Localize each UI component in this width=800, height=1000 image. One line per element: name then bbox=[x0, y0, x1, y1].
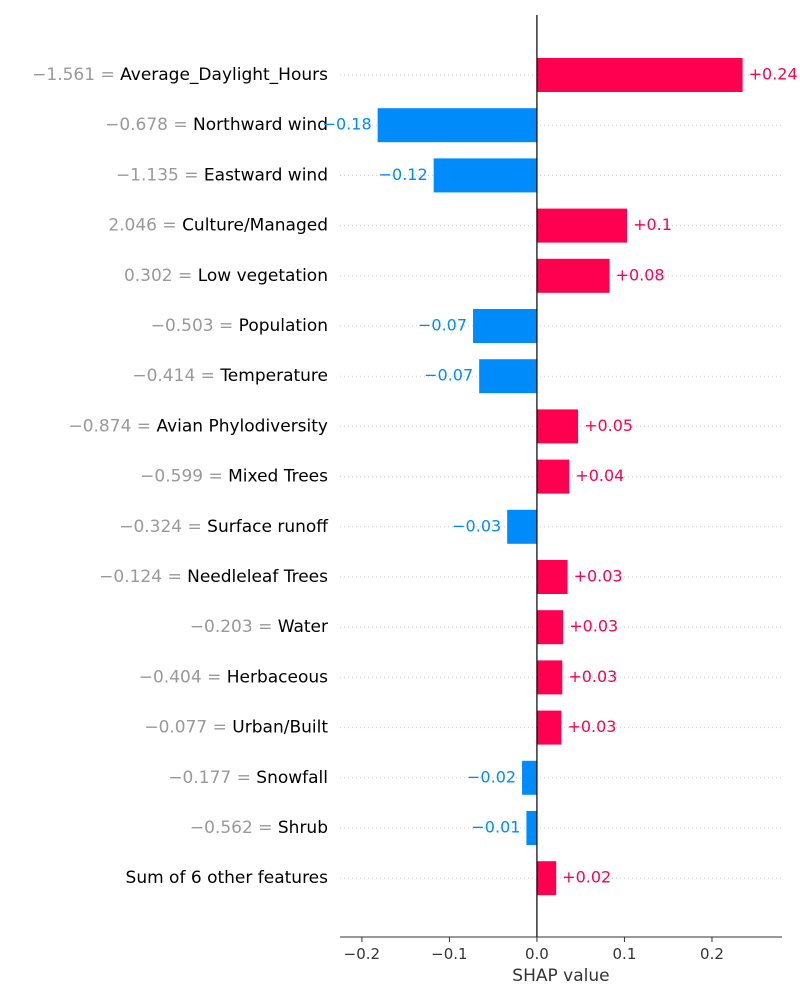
feature-label: −0.678 = Northward wind bbox=[105, 115, 328, 135]
feature-value: −0.324 = bbox=[119, 517, 207, 537]
feature-name: Mixed Trees bbox=[228, 467, 328, 487]
feature-name: Population bbox=[239, 316, 328, 336]
feature-value: −0.503 = bbox=[151, 316, 239, 336]
bar-value-label: −0.02 bbox=[467, 767, 516, 786]
feature-name: Average_Daylight_Hours bbox=[120, 65, 328, 85]
bar-value-label: +0.03 bbox=[568, 667, 617, 686]
bar-value-label: +0.03 bbox=[567, 717, 616, 736]
bar-value-label: +0.02 bbox=[562, 868, 611, 887]
bar-value-label: −0.03 bbox=[452, 516, 501, 535]
feature-label: −0.124 = Needleleaf Trees bbox=[99, 567, 328, 587]
bar-value-label: +0.24 bbox=[749, 65, 798, 84]
bar-value-label: −0.18 bbox=[323, 115, 372, 134]
x-tick-label: 0.0 bbox=[525, 945, 549, 963]
feature-value: −0.124 = bbox=[99, 567, 187, 587]
feature-value: −0.599 = bbox=[140, 467, 228, 487]
bar bbox=[536, 861, 557, 896]
feature-value: 2.046 = bbox=[108, 216, 182, 236]
feature-name: Needleleaf Trees bbox=[187, 567, 328, 587]
feature-label: Sum of 6 other features bbox=[126, 868, 329, 888]
feature-value: −1.135 = bbox=[116, 165, 204, 185]
feature-value: −0.414 = bbox=[132, 366, 220, 386]
feature-value: −0.077 = bbox=[144, 718, 232, 738]
feature-name: Avian Phylodiversity bbox=[156, 416, 328, 436]
feature-label: 0.302 = Low vegetation bbox=[124, 266, 328, 286]
feature-name: Herbaceous bbox=[227, 667, 328, 687]
feature-name: Shrub bbox=[278, 818, 328, 838]
feature-label: 2.046 = Culture/Managed bbox=[108, 216, 328, 236]
bar bbox=[536, 610, 564, 645]
bar-value-label: +0.05 bbox=[584, 416, 633, 435]
bar bbox=[433, 158, 537, 193]
feature-label: −0.874 = Avian Phylodiversity bbox=[68, 416, 328, 436]
feature-name: Low vegetation bbox=[198, 266, 328, 286]
feature-label: −0.404 = Herbaceous bbox=[139, 667, 328, 687]
feature-value: −1.561 = bbox=[32, 65, 120, 85]
bar bbox=[536, 560, 568, 594]
bar bbox=[536, 208, 628, 243]
feature-value: −0.177 = bbox=[168, 768, 256, 788]
feature-label: −0.562 = Shrub bbox=[190, 818, 328, 838]
bar bbox=[536, 258, 610, 293]
bar bbox=[536, 459, 570, 494]
feature-label: −1.561 = Average_Daylight_Hours bbox=[32, 65, 328, 85]
bar-value-label: +0.03 bbox=[574, 567, 623, 586]
feature-value: −0.203 = bbox=[190, 617, 278, 637]
bar-value-label: −0.01 bbox=[471, 818, 520, 837]
feature-name: Snowfall bbox=[256, 768, 328, 788]
feature-name: Urban/Built bbox=[232, 718, 328, 738]
x-tick-label: −0.1 bbox=[431, 945, 467, 963]
feature-name: Eastward wind bbox=[204, 165, 328, 185]
bar bbox=[377, 108, 537, 143]
bar-value-label: +0.08 bbox=[616, 265, 665, 284]
bar bbox=[536, 710, 562, 745]
feature-name: Northward wind bbox=[193, 115, 328, 135]
bar-value-label: +0.03 bbox=[569, 617, 618, 636]
bar-value-label: +0.04 bbox=[575, 466, 624, 485]
feature-label: −0.599 = Mixed Trees bbox=[140, 467, 328, 487]
feature-label: −0.324 = Surface runoff bbox=[119, 517, 329, 537]
x-axis-title: SHAP value bbox=[512, 966, 609, 986]
x-tick-label: 0.2 bbox=[700, 945, 724, 963]
feature-name: Temperature bbox=[219, 366, 328, 386]
bar bbox=[536, 409, 579, 444]
feature-label: −0.077 = Urban/Built bbox=[144, 718, 328, 738]
feature-name: Sum of 6 other features bbox=[126, 868, 329, 888]
bar bbox=[473, 309, 537, 343]
x-tick-label: 0.1 bbox=[613, 945, 637, 963]
bar bbox=[536, 58, 743, 92]
feature-name: Surface runoff bbox=[207, 517, 329, 537]
bar-value-label: −0.07 bbox=[424, 366, 473, 385]
bar-value-label: −0.07 bbox=[418, 316, 467, 335]
bar bbox=[536, 660, 563, 695]
feature-value: −0.678 = bbox=[105, 115, 193, 135]
feature-value: 0.302 = bbox=[124, 266, 198, 286]
feature-label: −0.414 = Temperature bbox=[132, 366, 328, 386]
feature-label: −0.503 = Population bbox=[151, 316, 328, 336]
bar bbox=[479, 359, 537, 394]
bar bbox=[507, 509, 537, 544]
x-tick-label: −0.2 bbox=[344, 945, 380, 963]
feature-value: −0.404 = bbox=[139, 667, 227, 687]
bar bbox=[526, 811, 537, 845]
feature-label: −0.177 = Snowfall bbox=[168, 768, 328, 788]
feature-name: Water bbox=[278, 617, 328, 637]
feature-value: −0.874 = bbox=[68, 416, 156, 436]
bar-value-label: −0.12 bbox=[379, 165, 428, 184]
bar bbox=[522, 760, 537, 795]
feature-label: −1.135 = Eastward wind bbox=[116, 165, 328, 185]
feature-label: −0.203 = Water bbox=[190, 617, 328, 637]
bar-value-label: +0.1 bbox=[633, 215, 672, 234]
feature-value: −0.562 = bbox=[190, 818, 278, 838]
feature-name: Culture/Managed bbox=[182, 216, 328, 236]
